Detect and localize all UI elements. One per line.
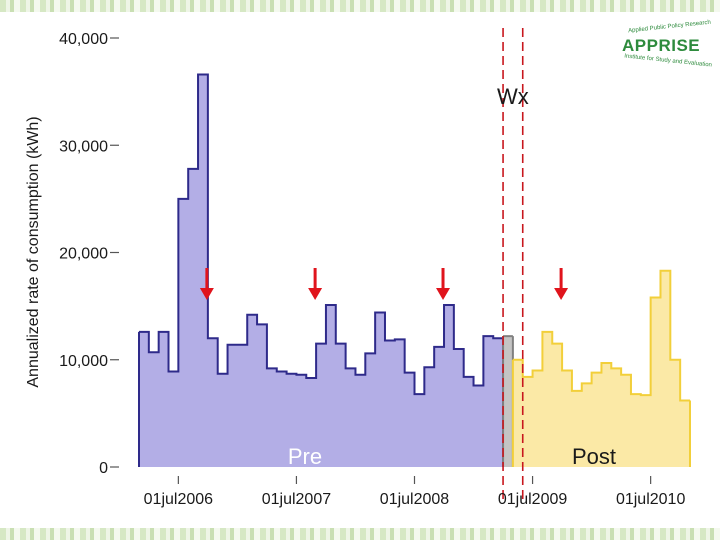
y-tick-label: 20,000 xyxy=(59,246,108,263)
area-pre xyxy=(139,74,504,467)
x-tick-label: 01jul2010 xyxy=(616,491,686,508)
y-tick-label: 30,000 xyxy=(59,138,108,155)
x-axis: 01jul2006 01jul2007 01jul2008 01jul2009 01ju… xyxy=(144,476,686,508)
x-tick-label: 01jul2007 xyxy=(262,491,332,508)
arrow-head-2 xyxy=(308,288,323,300)
y-tick-label: 10,000 xyxy=(59,353,108,370)
post-label: Post xyxy=(572,444,616,469)
y-tick-label: 40,000 xyxy=(59,31,108,48)
bottom-decorative-band xyxy=(0,528,720,540)
area-wx xyxy=(503,336,513,467)
series-areas xyxy=(138,73,691,467)
line-post xyxy=(512,269,690,402)
arrow-head-4 xyxy=(554,288,569,300)
seasonal-arrows xyxy=(199,268,569,300)
wx-marker-lines: Wx xyxy=(497,28,529,500)
x-tick-label: 01jul2008 xyxy=(380,491,450,508)
arrow-head-3 xyxy=(436,288,451,300)
x-tick-label: 01jul2009 xyxy=(498,491,568,508)
line-pre xyxy=(139,73,504,396)
y-axis: 0 10,000 20,000 30,000 40,000 Annualized rate… xyxy=(25,31,119,477)
wx-label: Wx xyxy=(497,84,529,109)
arrow-head-1 xyxy=(199,288,214,300)
pre-label: Pre xyxy=(288,444,322,469)
x-tick-label: 01jul2006 xyxy=(144,491,214,508)
apprise-logo: Applied Public Policy Research APPRISE I… xyxy=(622,19,713,69)
top-decorative-band xyxy=(0,0,720,12)
period-labels: Pre Post xyxy=(288,444,616,469)
y-axis-label: Annualized rate of consumption (kWh) xyxy=(25,116,42,387)
y-tick-label: 0 xyxy=(99,460,108,477)
